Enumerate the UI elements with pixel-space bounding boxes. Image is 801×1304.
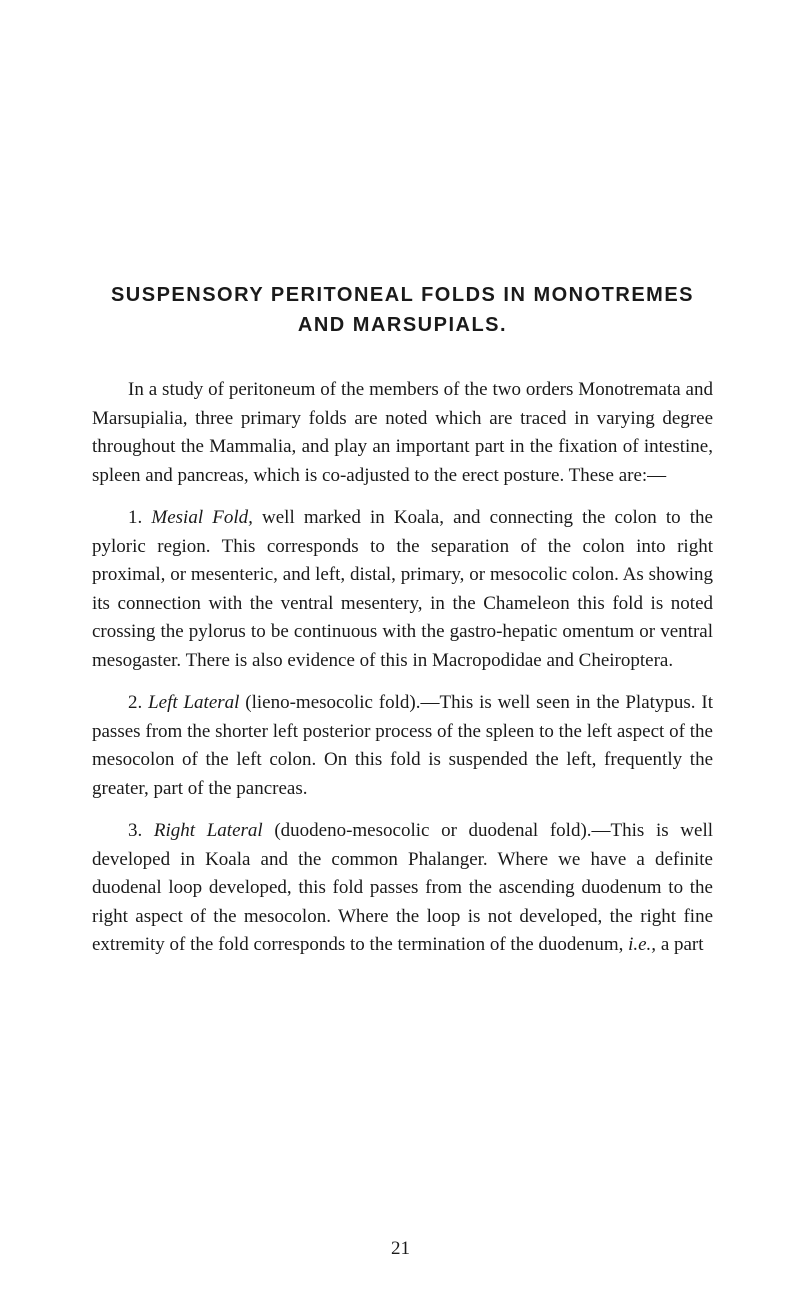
item2-prefix: 2.	[128, 692, 148, 713]
item1-body: well marked in Koala, and connecting the…	[92, 507, 713, 671]
document-title: SUSPENSORY PERITONEAL FOLDS IN MONOTREME…	[92, 280, 713, 340]
paragraph-item-3: 3. Right Lateral (duodeno-mesocolic or d…	[92, 817, 713, 960]
item1-term: Mesial Fold,	[151, 507, 252, 528]
item1-prefix: 1.	[128, 507, 151, 528]
item3-end: a part	[656, 934, 703, 955]
page-number: 21	[0, 1238, 801, 1260]
para1-text: In a study of peritoneum of the members …	[92, 379, 713, 486]
paragraph-item-1: 1. Mesial Fold, well marked in Koala, an…	[92, 504, 713, 675]
paragraph-item-2: 2. Left Lateral (lieno-mesocolic fold).—…	[92, 689, 713, 803]
page-number-value: 21	[391, 1238, 410, 1259]
item2-term: Left Lateral	[148, 692, 239, 713]
item3-term: Right Lateral	[154, 820, 263, 841]
title-line-2: AND MARSUPIALS.	[298, 314, 507, 336]
item3-prefix: 3.	[128, 820, 154, 841]
paragraph-intro: In a study of peritoneum of the members …	[92, 376, 713, 490]
item3-ie: i.e.,	[628, 934, 656, 955]
title-line-1: SUSPENSORY PERITONEAL FOLDS IN MONOTREME…	[111, 284, 694, 306]
